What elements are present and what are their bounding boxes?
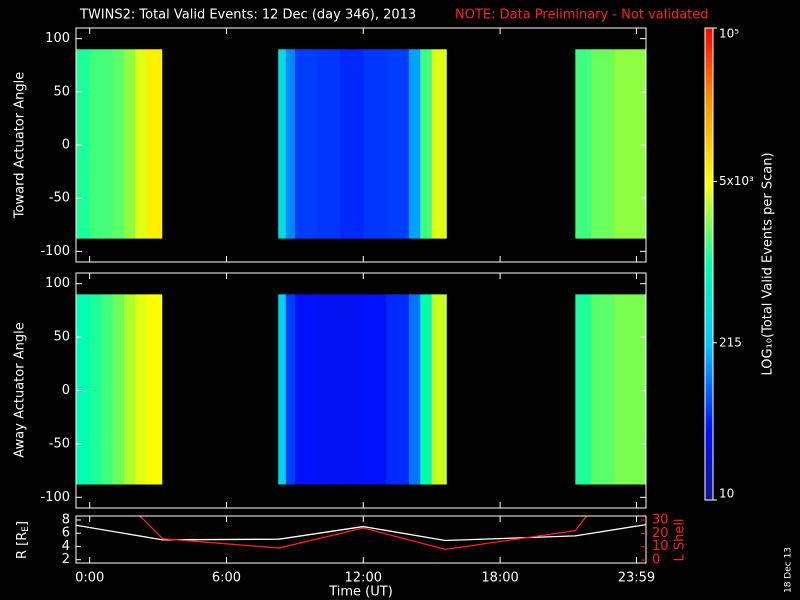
y2-tick-label: 20 bbox=[652, 526, 669, 541]
heat-cell bbox=[135, 294, 147, 485]
y-axis-label: R [RE] bbox=[15, 521, 31, 559]
colorbar-tick-label: 10 bbox=[719, 487, 734, 501]
heat-cell bbox=[89, 49, 102, 239]
heat-cell bbox=[146, 294, 163, 485]
ephemeris-line bbox=[76, 523, 646, 542]
heat-cell bbox=[146, 49, 163, 239]
heat-cell bbox=[386, 49, 410, 239]
y-tick-label: 0 bbox=[62, 138, 70, 153]
heat-cell bbox=[591, 49, 615, 239]
y-tick-label: 4 bbox=[62, 539, 70, 554]
heat-cell bbox=[363, 294, 387, 485]
y-tick-label: 100 bbox=[45, 276, 70, 291]
heat-cell bbox=[278, 294, 287, 485]
x-tick-label: 0:00 bbox=[75, 571, 104, 586]
chart-title: TWINS2: Total Valid Events: 12 Dec (day … bbox=[79, 8, 416, 23]
heat-cell bbox=[112, 49, 125, 239]
heat-cell bbox=[294, 49, 318, 239]
heat-cell bbox=[575, 49, 592, 239]
y-axis-label: Away Actuator Angle bbox=[13, 322, 28, 457]
x-tick-label: 18:00 bbox=[481, 571, 518, 586]
heat-cell bbox=[285, 294, 296, 485]
heat-cell bbox=[420, 49, 432, 239]
ephemeris-line bbox=[139, 516, 588, 551]
y-tick-label: -100 bbox=[40, 490, 70, 505]
x-tick-label: 6:00 bbox=[212, 571, 241, 586]
y-axis-label: Toward Actuator Angle bbox=[13, 72, 28, 219]
y2-tick-label: 30 bbox=[652, 513, 669, 528]
colorbar-tick-label: 215 bbox=[719, 335, 742, 349]
heat-cell bbox=[112, 294, 125, 485]
x-tick-label: 12:00 bbox=[345, 571, 382, 586]
y2-axis-label: L Shell bbox=[673, 518, 688, 561]
y-tick-label: 0 bbox=[62, 383, 70, 398]
y-tick-label: -50 bbox=[49, 436, 70, 451]
heat-cell bbox=[408, 294, 421, 485]
y-label-sub: E bbox=[21, 526, 31, 532]
heat-cell bbox=[431, 294, 447, 485]
heat-cell bbox=[123, 294, 136, 485]
y-tick-label: 6 bbox=[62, 526, 70, 541]
colorbar-tick-label: 10⁵ bbox=[719, 27, 739, 41]
heat-cell bbox=[89, 294, 102, 485]
heat-cell bbox=[614, 294, 647, 485]
y-tick-label: 2 bbox=[62, 552, 70, 567]
heat-cell bbox=[135, 49, 147, 239]
heat-cell bbox=[386, 294, 410, 485]
heat-cell bbox=[285, 49, 296, 239]
y-tick-label: 100 bbox=[45, 31, 70, 46]
y-tick-label: -100 bbox=[40, 244, 70, 259]
heat-cell bbox=[614, 49, 647, 239]
heat-cell bbox=[317, 49, 341, 239]
heat-cell bbox=[408, 49, 421, 239]
heat-cell bbox=[431, 49, 447, 239]
y-label-part: R [R bbox=[15, 532, 30, 559]
heat-cell bbox=[591, 294, 615, 485]
heat-cell bbox=[76, 49, 90, 239]
heat-cell bbox=[420, 294, 432, 485]
heat-cell bbox=[101, 294, 113, 485]
y-tick-label: 50 bbox=[53, 84, 70, 99]
heat-cell bbox=[575, 294, 592, 485]
x-axis-label: Time (UT) bbox=[328, 585, 393, 600]
heat-cell bbox=[340, 49, 364, 239]
plot-frame bbox=[75, 515, 647, 564]
heat-cell bbox=[294, 294, 318, 485]
heat-cell bbox=[278, 49, 287, 239]
heat-cell bbox=[76, 294, 90, 485]
y2-tick-label: 10 bbox=[652, 539, 669, 554]
colorbar-tick-label: 5x10³ bbox=[719, 174, 754, 188]
y-label-part: ] bbox=[15, 521, 30, 526]
y2-tick-label: 0 bbox=[652, 553, 660, 568]
x-tick-label: 23:59 bbox=[618, 571, 655, 586]
colorbar bbox=[704, 27, 714, 501]
y-tick-label: 50 bbox=[53, 330, 70, 345]
heat-cell bbox=[317, 294, 341, 485]
heat-cell bbox=[101, 49, 113, 239]
y-tick-label: 8 bbox=[62, 512, 70, 527]
date-stamp: 18 Dec 13 bbox=[784, 547, 794, 593]
colorbar-label: LOG₁₀(Total Valid Events per Scan) bbox=[761, 152, 776, 375]
heat-cell bbox=[340, 294, 364, 485]
heat-cell bbox=[363, 49, 387, 239]
y-tick-label: -50 bbox=[49, 191, 70, 206]
heat-cell bbox=[123, 49, 136, 239]
note: NOTE: Data Preliminary - Not validated bbox=[455, 8, 709, 23]
